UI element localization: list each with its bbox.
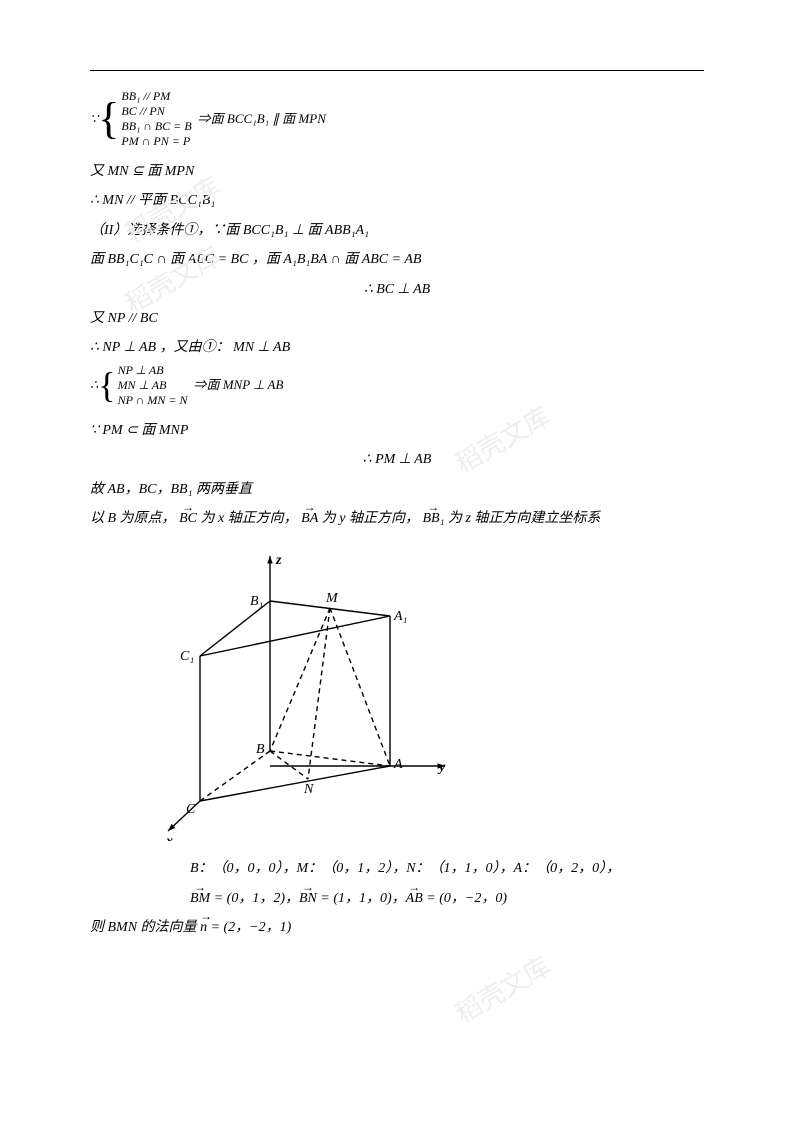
l13-v2: BN xyxy=(299,884,317,913)
svg-text:N: N xyxy=(303,782,314,797)
brace1-prefix: ∵ xyxy=(90,111,98,127)
line-1: 又 MN ⊆ 面 MPN xyxy=(90,157,704,186)
brace2-rhs: ⇒面 MNP ⊥ AB xyxy=(193,377,283,393)
brace2-line-0: NP ⊥ AB xyxy=(118,363,188,378)
l11-p2: 为 x 轴正方向， xyxy=(197,511,301,526)
l13-e2: = (1，1，0)， xyxy=(317,891,406,906)
line-14: 则 BMN 的法向量 n = (2，−2，1) xyxy=(90,913,704,942)
line-9: ∴ PM ⊥ AB xyxy=(90,445,704,474)
brace2-prefix: ∴ xyxy=(90,377,98,393)
line-13: BM = (0，1，2)，BN = (1，1，0)，AB = (0，−2，0) xyxy=(190,884,704,913)
prism-diagram: z y x B₁ M A₁ C₁ B A C N xyxy=(130,541,704,846)
brace1-brace: { xyxy=(98,99,119,139)
brace1-content: BB₁ // PM BC // PN BB₁ ∩ BC = B PM ∩ PN … xyxy=(121,89,191,149)
svg-text:B₁: B₁ xyxy=(250,594,263,609)
l13-e3: = (0，−2，0) xyxy=(423,891,507,906)
line-8: ∵ PM ⊂ 面 MNP xyxy=(90,416,704,445)
line-7: ∴ NP ⊥ AB ，又由①： MN ⊥ AB xyxy=(90,333,704,362)
svg-text:C: C xyxy=(186,802,196,817)
svg-text:A: A xyxy=(393,757,403,772)
svg-text:x: x xyxy=(165,834,173,841)
svg-text:B: B xyxy=(256,742,265,757)
l14-p1: 则 BMN 的法向量 xyxy=(90,920,200,935)
brace2-content: NP ⊥ AB MN ⊥ AB NP ∩ MN = N xyxy=(118,363,188,408)
brace2-line-2: NP ∩ MN = N xyxy=(118,393,188,408)
svg-text:z: z xyxy=(275,553,282,568)
svg-text:C₁: C₁ xyxy=(180,649,194,664)
line-3: （II）选择条件①，∵面 BCC₁B₁ ⊥ 面 ABB₁A₁ xyxy=(90,216,704,245)
brace1-line-0: BB₁ // PM xyxy=(121,89,191,104)
svg-text:A₁: A₁ xyxy=(393,609,407,624)
brace2-brace: { xyxy=(98,369,115,401)
l11-v3: BB₁ xyxy=(423,504,445,533)
brace1-line-2: BB₁ ∩ BC = B xyxy=(121,119,191,134)
l11-v1: BC xyxy=(179,504,197,533)
brace1-line-3: PM ∩ PN = P xyxy=(121,134,191,149)
svg-text:y: y xyxy=(437,760,446,775)
line-6: 又 NP // BC xyxy=(90,304,704,333)
l11-p1: 以 B 为原点， xyxy=(90,511,179,526)
line-5: ∴ BC ⊥ AB xyxy=(90,275,704,304)
brace1-line-1: BC // PN xyxy=(121,104,191,119)
line-11: 以 B 为原点， BC 为 x 轴正方向， BA 为 y 轴正方向， BB₁ 为… xyxy=(90,504,704,533)
line-2: ∴ MN // 平面 BCC₁B₁ xyxy=(90,186,704,215)
prism-svg: z y x B₁ M A₁ C₁ B A C N xyxy=(130,541,460,841)
svg-text:M: M xyxy=(325,591,339,606)
brace1-rhs: ⇒面 BCC₁B₁ ∥ 面 MPN xyxy=(198,111,326,127)
l13-v3: AB xyxy=(406,884,423,913)
brace-block-1: ∵ { BB₁ // PM BC // PN BB₁ ∩ BC = B PM ∩… xyxy=(90,89,704,149)
l14-v: n xyxy=(200,913,207,942)
line-4: 面 BB₁C₁C ∩ 面 ABC = BC ，面 A₁B₁BA ∩ 面 ABC … xyxy=(90,245,704,274)
l11-v2: BA xyxy=(301,504,318,533)
l13-e1: = (0，1，2)， xyxy=(210,891,299,906)
horizontal-rule xyxy=(90,70,704,71)
l11-p3: 为 y 轴正方向， xyxy=(318,511,422,526)
brace-block-2: ∴ { NP ⊥ AB MN ⊥ AB NP ∩ MN = N ⇒面 MNP ⊥… xyxy=(90,363,704,408)
line-12: B：（0，0，0），M：（0，1，2），N：（1，1，0），A：（0，2，0）， xyxy=(190,854,704,883)
brace2-line-1: MN ⊥ AB xyxy=(118,378,188,393)
l14-p2: = (2，−2，1) xyxy=(207,920,291,935)
l11-p4: 为 z 轴正方向建立坐标系 xyxy=(444,511,600,526)
